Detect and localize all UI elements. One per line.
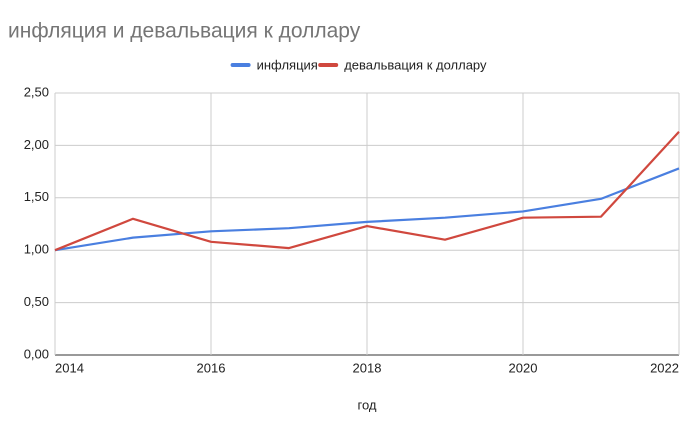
y-tick-label: 2,50: [24, 84, 49, 99]
chart-title: инфляция и девальвация к доллару: [8, 20, 361, 43]
legend-label: инфляция: [257, 57, 318, 72]
x-axis-label: год: [358, 397, 377, 412]
legend-label: девальвация к доллару: [344, 57, 487, 72]
y-tick-label: 0,50: [24, 294, 49, 309]
y-tick-label: 2,00: [24, 137, 49, 152]
series-line: [54, 131, 680, 252]
x-tick-label: 2018: [353, 360, 382, 375]
y-tick-label: 1,50: [24, 189, 49, 204]
x-tick-label: 2020: [509, 360, 538, 375]
y-tick-label: 0,00: [24, 346, 49, 361]
x-tick-label: 2016: [197, 360, 226, 375]
y-tick-label: 1,00: [24, 242, 49, 257]
x-tick-label: 2022: [650, 360, 679, 375]
x-tick-label: 2014: [55, 360, 84, 375]
series-line: [54, 167, 680, 252]
